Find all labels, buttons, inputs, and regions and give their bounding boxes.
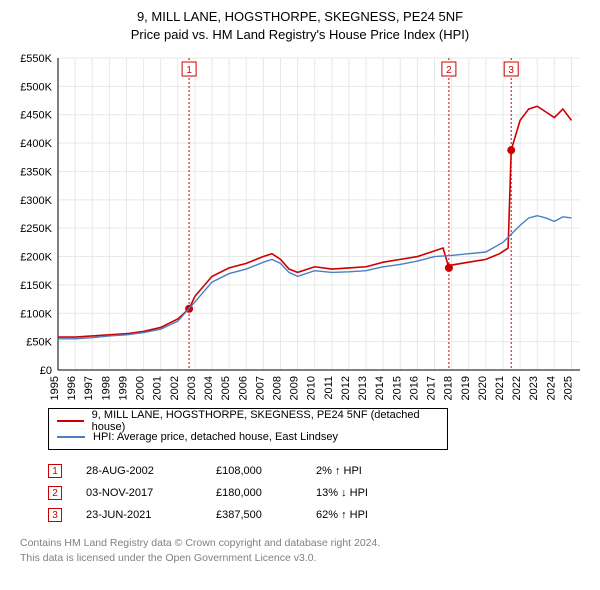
legend-box: 9, MILL LANE, HOGSTHORPE, SKEGNESS, PE24… xyxy=(48,408,448,450)
svg-text:2004: 2004 xyxy=(203,376,215,400)
event-hpi: 2% ↑ HPI xyxy=(316,465,416,477)
event-row: 3 23-JUN-2021 £387,500 62% ↑ HPI xyxy=(48,504,590,526)
svg-text:2016: 2016 xyxy=(408,376,420,400)
event-row: 2 03-NOV-2017 £180,000 13% ↓ HPI xyxy=(48,482,590,504)
svg-text:2011: 2011 xyxy=(323,376,335,400)
svg-text:2003: 2003 xyxy=(186,376,198,400)
svg-text:2014: 2014 xyxy=(374,376,386,400)
svg-text:2012: 2012 xyxy=(340,376,352,400)
svg-text:£50K: £50K xyxy=(26,337,52,349)
svg-text:2020: 2020 xyxy=(477,376,489,400)
svg-text:2023: 2023 xyxy=(528,376,540,400)
svg-text:2018: 2018 xyxy=(443,376,455,400)
event-marker-1: 1 xyxy=(48,464,62,478)
event-date: 23-JUN-2021 xyxy=(86,509,216,521)
svg-text:2008: 2008 xyxy=(271,376,283,400)
svg-text:£450K: £450K xyxy=(20,110,52,122)
svg-text:2019: 2019 xyxy=(460,376,472,400)
footnote: Contains HM Land Registry data © Crown c… xyxy=(20,536,590,565)
svg-text:2002: 2002 xyxy=(169,376,181,400)
svg-text:£250K: £250K xyxy=(20,224,52,236)
event-date: 28-AUG-2002 xyxy=(86,465,216,477)
legend-label-2: HPI: Average price, detached house, East… xyxy=(93,431,338,443)
svg-text:3: 3 xyxy=(508,65,514,76)
legend-swatch-1 xyxy=(57,420,84,422)
svg-text:£100K: £100K xyxy=(20,309,52,321)
title-block: 9, MILL LANE, HOGSTHORPE, SKEGNESS, PE24… xyxy=(10,8,590,44)
svg-text:1999: 1999 xyxy=(117,376,129,400)
title-line-2: Price paid vs. HM Land Registry's House … xyxy=(10,26,590,44)
svg-text:£350K: £350K xyxy=(20,167,52,179)
footnote-line-2: This data is licensed under the Open Gov… xyxy=(20,551,590,566)
svg-text:2006: 2006 xyxy=(237,376,249,400)
event-marker-3: 3 xyxy=(48,508,62,522)
chart-svg: £0 £50K £100K £150K £200K £250K £300K £350K £400… xyxy=(10,50,590,400)
chart-area: £0 £50K £100K £150K £200K £250K £300K £350K £400… xyxy=(10,50,590,400)
svg-text:2000: 2000 xyxy=(135,376,147,400)
svg-text:1998: 1998 xyxy=(100,376,112,400)
event-marker-2: 2 xyxy=(48,486,62,500)
svg-text:2022: 2022 xyxy=(511,376,523,400)
legend-label-1: 9, MILL LANE, HOGSTHORPE, SKEGNESS, PE24… xyxy=(92,409,439,433)
svg-text:2009: 2009 xyxy=(289,376,301,400)
svg-text:1995: 1995 xyxy=(49,376,61,400)
svg-text:2007: 2007 xyxy=(254,376,266,400)
svg-text:2010: 2010 xyxy=(306,376,318,400)
svg-text:£300K: £300K xyxy=(20,195,52,207)
legend-row: 9, MILL LANE, HOGSTHORPE, SKEGNESS, PE24… xyxy=(57,413,439,429)
chart-container: 9, MILL LANE, HOGSTHORPE, SKEGNESS, PE24… xyxy=(0,0,600,576)
svg-text:£550K: £550K xyxy=(20,53,52,65)
svg-text:2005: 2005 xyxy=(220,376,232,400)
svg-text:2001: 2001 xyxy=(152,376,164,400)
svg-text:£400K: £400K xyxy=(20,138,52,150)
svg-text:£200K: £200K xyxy=(20,252,52,264)
title-line-1: 9, MILL LANE, HOGSTHORPE, SKEGNESS, PE24… xyxy=(10,8,590,26)
event-price: £108,000 xyxy=(216,465,316,477)
svg-text:2021: 2021 xyxy=(494,376,506,400)
svg-text:2025: 2025 xyxy=(562,376,574,400)
svg-text:£150K: £150K xyxy=(20,280,52,292)
svg-text:£0: £0 xyxy=(40,365,52,377)
event-row: 1 28-AUG-2002 £108,000 2% ↑ HPI xyxy=(48,460,590,482)
event-price: £180,000 xyxy=(216,487,316,499)
svg-text:2015: 2015 xyxy=(391,376,403,400)
event-date: 03-NOV-2017 xyxy=(86,487,216,499)
events-table: 1 28-AUG-2002 £108,000 2% ↑ HPI 2 03-NOV… xyxy=(48,460,590,526)
svg-text:1997: 1997 xyxy=(83,376,95,400)
svg-text:2: 2 xyxy=(446,65,452,76)
event-price: £387,500 xyxy=(216,509,316,521)
svg-text:2024: 2024 xyxy=(545,376,557,400)
footnote-line-1: Contains HM Land Registry data © Crown c… xyxy=(20,536,590,551)
svg-text:£500K: £500K xyxy=(20,82,52,94)
svg-text:2017: 2017 xyxy=(426,376,438,400)
svg-text:1: 1 xyxy=(186,65,192,76)
event-hpi: 62% ↑ HPI xyxy=(316,509,416,521)
svg-text:1996: 1996 xyxy=(66,376,78,400)
event-hpi: 13% ↓ HPI xyxy=(316,487,416,499)
svg-text:2013: 2013 xyxy=(357,376,369,400)
legend-swatch-2 xyxy=(57,436,85,438)
